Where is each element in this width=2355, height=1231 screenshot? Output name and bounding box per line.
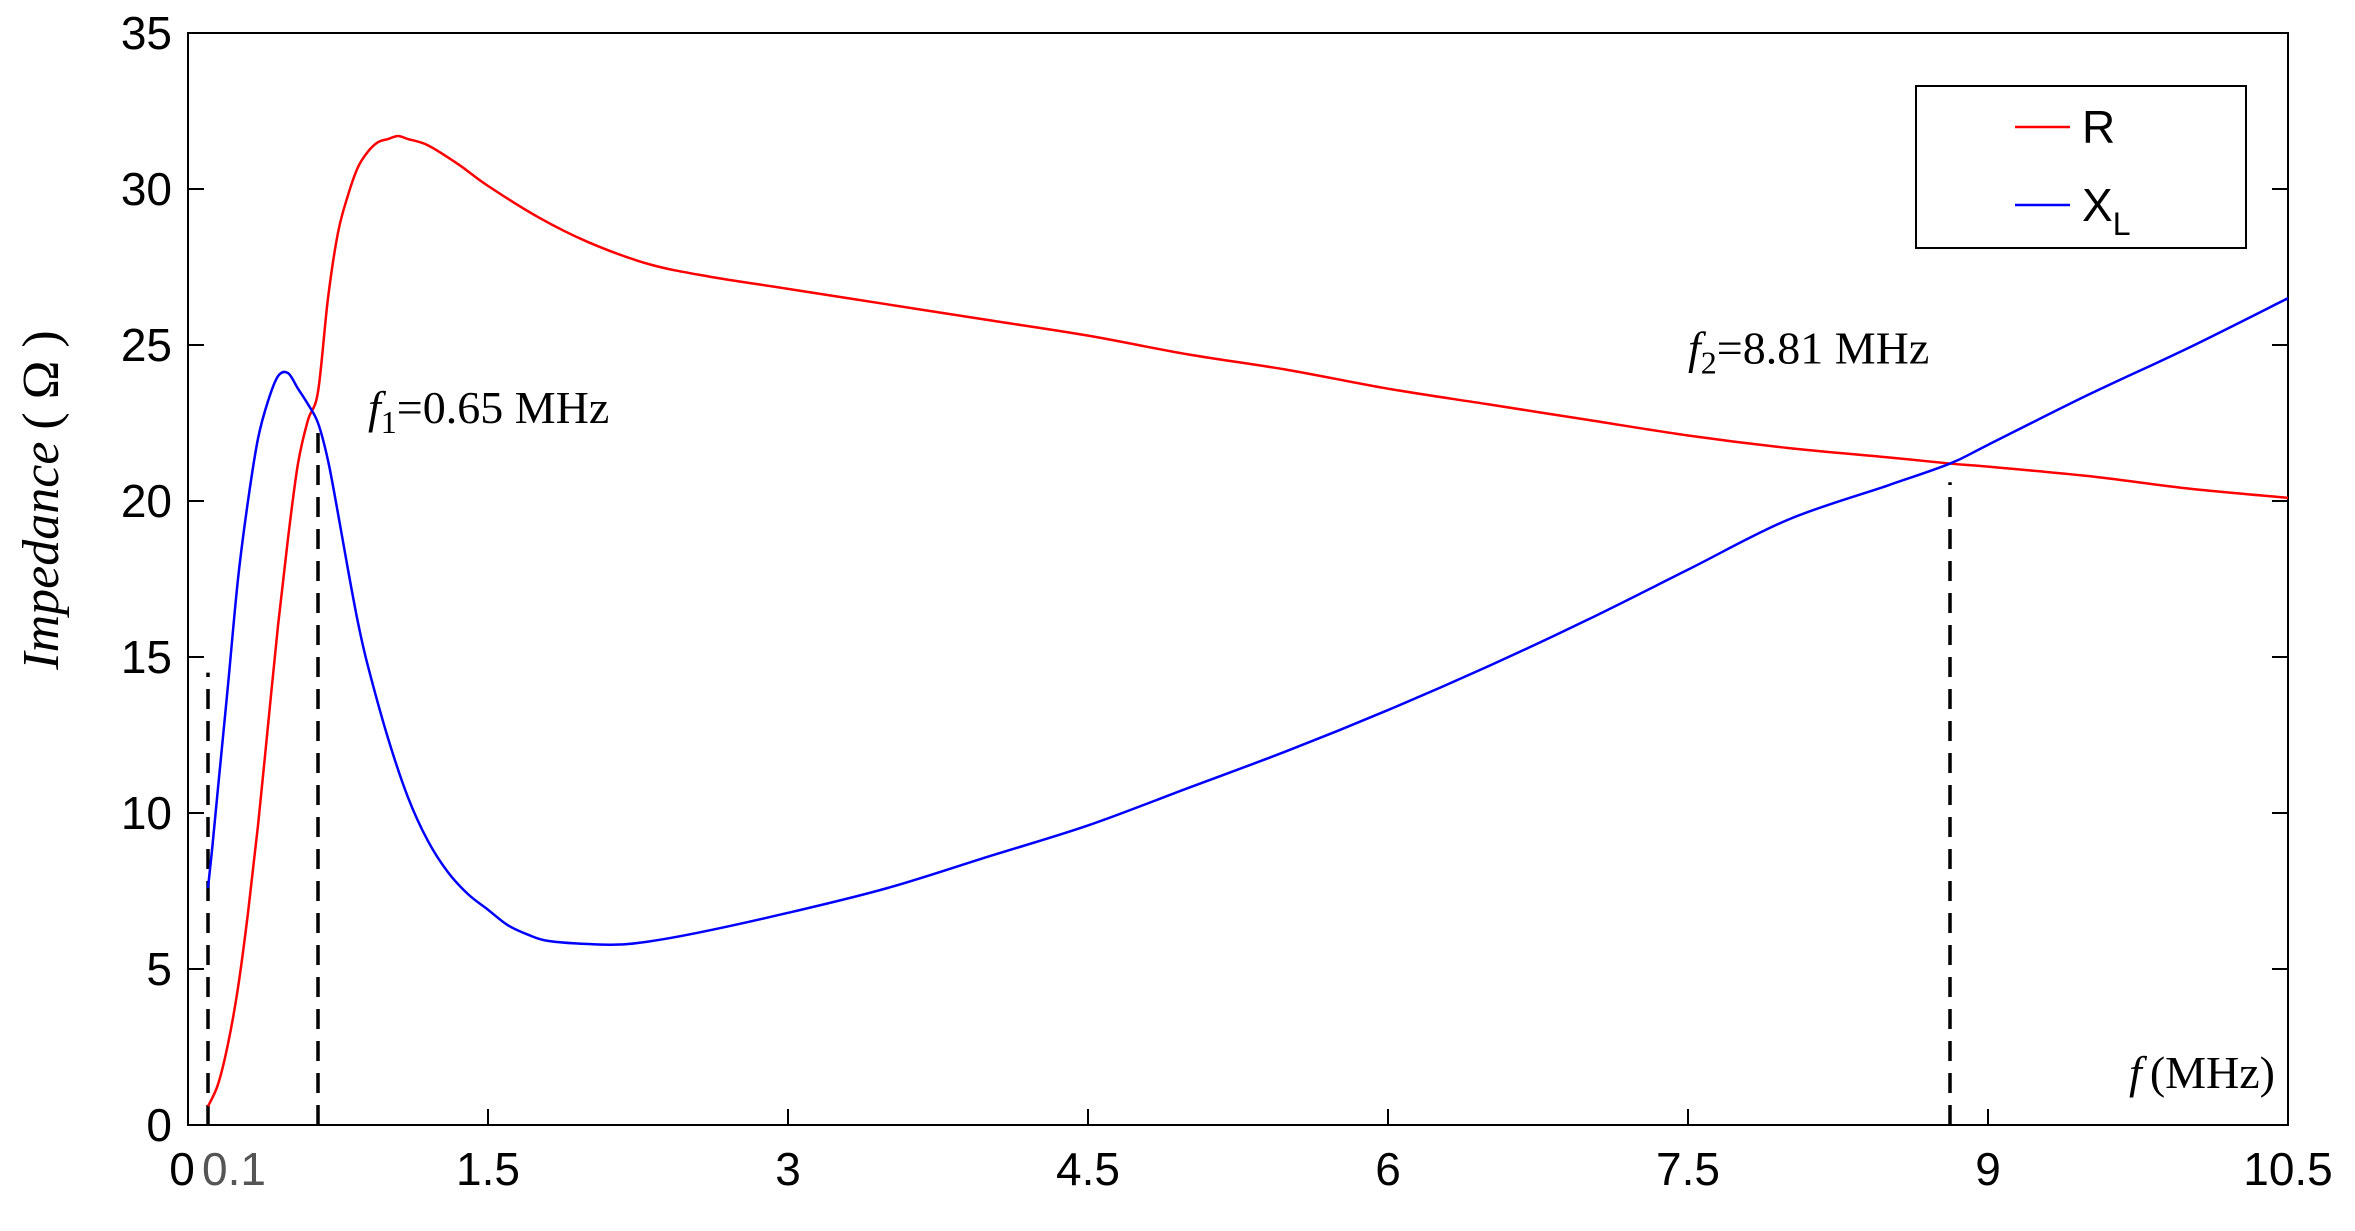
x-tick-label-3: 3 [775,1143,801,1195]
y-tick-label-7: 35 [121,7,172,59]
legend-label-1: XL [2082,179,2130,242]
y-tick-label-0: 0 [146,1099,172,1151]
series-lines [206,134,2289,1107]
series-line-r [206,134,2289,1107]
x-tick-label-8: 10.5 [2243,1143,2333,1195]
y-tick-label-4: 20 [121,475,172,527]
svg-text:Impedance( Ω ): Impedance ( Ω ) [13,330,70,670]
y-axis-ticks: 0 5 10 15 20 25 30 35 [121,7,2288,1151]
y-axis-label-text: Impedance [13,442,70,671]
y-tick-label-6: 30 [121,163,172,215]
legend-box [1915,85,2247,249]
y-tick-label-1: 5 [146,943,172,995]
annotation-f2: f2=8.81 MHz [1688,323,1929,381]
x-axis-label: f (MHz) [2129,1047,2275,1098]
y-tick-label-2: 10 [121,787,172,839]
x-tick-label-5: 6 [1375,1143,1401,1195]
legend: R XL [1915,85,2247,249]
x-tick-label-4: 4.5 [1056,1143,1120,1195]
legend-label-0: R [2082,101,2115,153]
x-tick-label-7: 9 [1975,1143,2001,1195]
y-axis-label-unit: ( Ω ) [13,330,70,429]
x-axis-ticks: 0 0.1 1.5 3 4.5 6 7.5 9 10.5 [169,1109,2333,1195]
crossing-annotations: f1=0.65 MHz f2=8.81 MHz [368,323,1929,440]
y-axis-label: Impedance ( Ω ) [13,330,70,670]
y-tick-label-5: 25 [121,319,172,371]
x-tick-label-0: 0 [169,1143,195,1195]
x-axis-label-unit: (MHz) [2150,1047,2275,1098]
series-line-x-l [206,297,2289,947]
y-tick-label-3: 15 [121,631,172,683]
x-tick-label-6: 7.5 [1656,1143,1720,1195]
marker-lines [206,432,1952,1125]
x-tick-label-2: 1.5 [456,1143,520,1195]
annotation-f1: f1=0.65 MHz [368,382,609,440]
x-tick-label-1: 0.1 [202,1143,266,1195]
